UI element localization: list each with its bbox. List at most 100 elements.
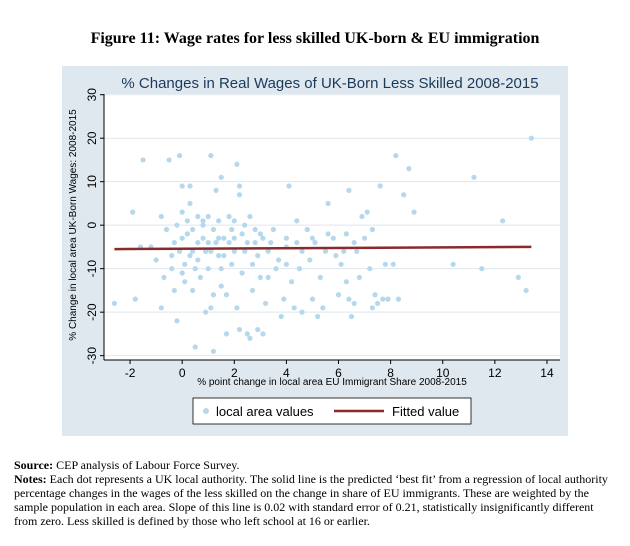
scatter-point bbox=[325, 231, 331, 237]
scatter-point bbox=[479, 266, 485, 272]
scatter-point bbox=[158, 305, 164, 311]
scatter-point bbox=[239, 270, 245, 276]
scatter-point bbox=[244, 239, 250, 246]
scatter-point bbox=[268, 239, 274, 246]
scatter-point bbox=[450, 261, 456, 267]
scatter-point bbox=[234, 305, 240, 311]
scatter-point bbox=[171, 239, 177, 246]
scatter-point bbox=[275, 257, 282, 263]
scatter-point bbox=[343, 279, 349, 285]
scatter-point bbox=[187, 183, 193, 189]
y-tick-label: -20 bbox=[85, 303, 99, 321]
scatter-point bbox=[163, 226, 170, 233]
chart-title: % Changes in Real Wages of UK-Born Less … bbox=[121, 75, 538, 92]
scatter-point bbox=[294, 218, 300, 224]
notes-paragraph: Notes: Each dot represents a UK local au… bbox=[14, 472, 616, 528]
scatter-point bbox=[341, 248, 347, 254]
x-tick-label: 12 bbox=[488, 366, 502, 380]
scatter-point bbox=[309, 235, 316, 241]
scatter-point bbox=[229, 226, 235, 233]
scatter-point bbox=[523, 287, 529, 294]
scatter-point bbox=[348, 313, 355, 320]
legend-label-fitted: Fitted value bbox=[392, 404, 459, 419]
scatter-point bbox=[265, 274, 271, 280]
scatter-point bbox=[216, 235, 222, 241]
scatter-point bbox=[255, 326, 261, 333]
scatter-point bbox=[182, 279, 188, 285]
source-line: Source: CEP analysis of Labour Force Sur… bbox=[14, 458, 616, 472]
scatter-point bbox=[307, 257, 313, 263]
scatter-point bbox=[210, 348, 217, 354]
scatter-point bbox=[286, 183, 292, 189]
scatter-point bbox=[169, 253, 175, 259]
scatter-point bbox=[354, 248, 360, 254]
scatter-point bbox=[247, 335, 253, 341]
scatter-point bbox=[226, 239, 232, 246]
y-tick-label: 30 bbox=[85, 88, 99, 102]
scatter-point bbox=[203, 309, 209, 315]
scatter-point bbox=[189, 248, 196, 254]
scatter-point bbox=[500, 218, 506, 224]
scatter-point bbox=[265, 248, 271, 254]
scatter-point bbox=[471, 174, 477, 180]
scatter-point bbox=[249, 287, 256, 294]
figure-title: Figure 11: Wage rates for less skilled U… bbox=[90, 30, 540, 47]
scatter-point bbox=[325, 200, 331, 207]
source-text: CEP analysis of Labour Force Survey. bbox=[53, 458, 240, 472]
scatter-point bbox=[234, 161, 240, 167]
scatter-point bbox=[197, 274, 204, 280]
scatter-point bbox=[242, 248, 248, 254]
y-tick-label: 20 bbox=[85, 131, 99, 145]
x-tick-label: 0 bbox=[179, 366, 186, 380]
scatter-point bbox=[252, 239, 258, 246]
scatter-point bbox=[200, 235, 206, 241]
scatter-point bbox=[221, 235, 227, 241]
scatter-point bbox=[171, 287, 177, 294]
scatter-point bbox=[205, 213, 211, 220]
legend-label-points: local area values bbox=[216, 404, 314, 419]
scatter-point bbox=[372, 292, 378, 298]
scatter-point bbox=[401, 192, 407, 198]
scatter-point bbox=[174, 222, 180, 228]
scatter-point bbox=[179, 209, 185, 215]
scatter-point bbox=[205, 239, 211, 246]
scatter-point bbox=[356, 274, 362, 280]
scatter-point bbox=[208, 248, 214, 254]
scatter-point bbox=[369, 305, 375, 311]
scatter-point bbox=[195, 213, 201, 220]
scatter-point bbox=[200, 218, 206, 224]
scatter-point bbox=[231, 218, 237, 224]
legend-box bbox=[192, 397, 472, 425]
scatter-point bbox=[299, 309, 305, 315]
x-axis-title: % point change in local area EU Immigran… bbox=[197, 377, 467, 388]
scatter-point bbox=[369, 226, 375, 233]
scatter-point bbox=[236, 192, 243, 198]
scatter-point bbox=[351, 239, 357, 246]
scatter-point bbox=[515, 274, 521, 280]
scatter-point bbox=[338, 261, 344, 267]
scatter-point bbox=[380, 296, 386, 302]
scatter-point bbox=[231, 248, 237, 254]
scatter-point bbox=[367, 266, 373, 272]
notes-text: Each dot represents a UK local authority… bbox=[14, 472, 608, 528]
x-tick-label: 6 bbox=[335, 366, 342, 380]
scatter-point bbox=[179, 183, 185, 189]
scatter-point bbox=[195, 257, 201, 263]
scatter-point bbox=[255, 253, 261, 259]
scatter-point bbox=[205, 266, 211, 272]
scatter-point bbox=[140, 157, 146, 163]
scatter-point bbox=[390, 261, 396, 267]
scatter-point bbox=[111, 300, 118, 307]
scatter-point bbox=[213, 239, 219, 246]
y-tick-label: -30 bbox=[85, 347, 99, 365]
scatter-point bbox=[312, 239, 318, 246]
scatter-point bbox=[252, 226, 258, 233]
scatter-point bbox=[346, 296, 352, 302]
scatter-point bbox=[213, 187, 219, 193]
scatter-point bbox=[218, 174, 224, 180]
scatter-point bbox=[317, 274, 323, 280]
scatter-point bbox=[221, 253, 227, 259]
source-label: Source: bbox=[14, 458, 54, 472]
scatter-point bbox=[130, 209, 136, 215]
